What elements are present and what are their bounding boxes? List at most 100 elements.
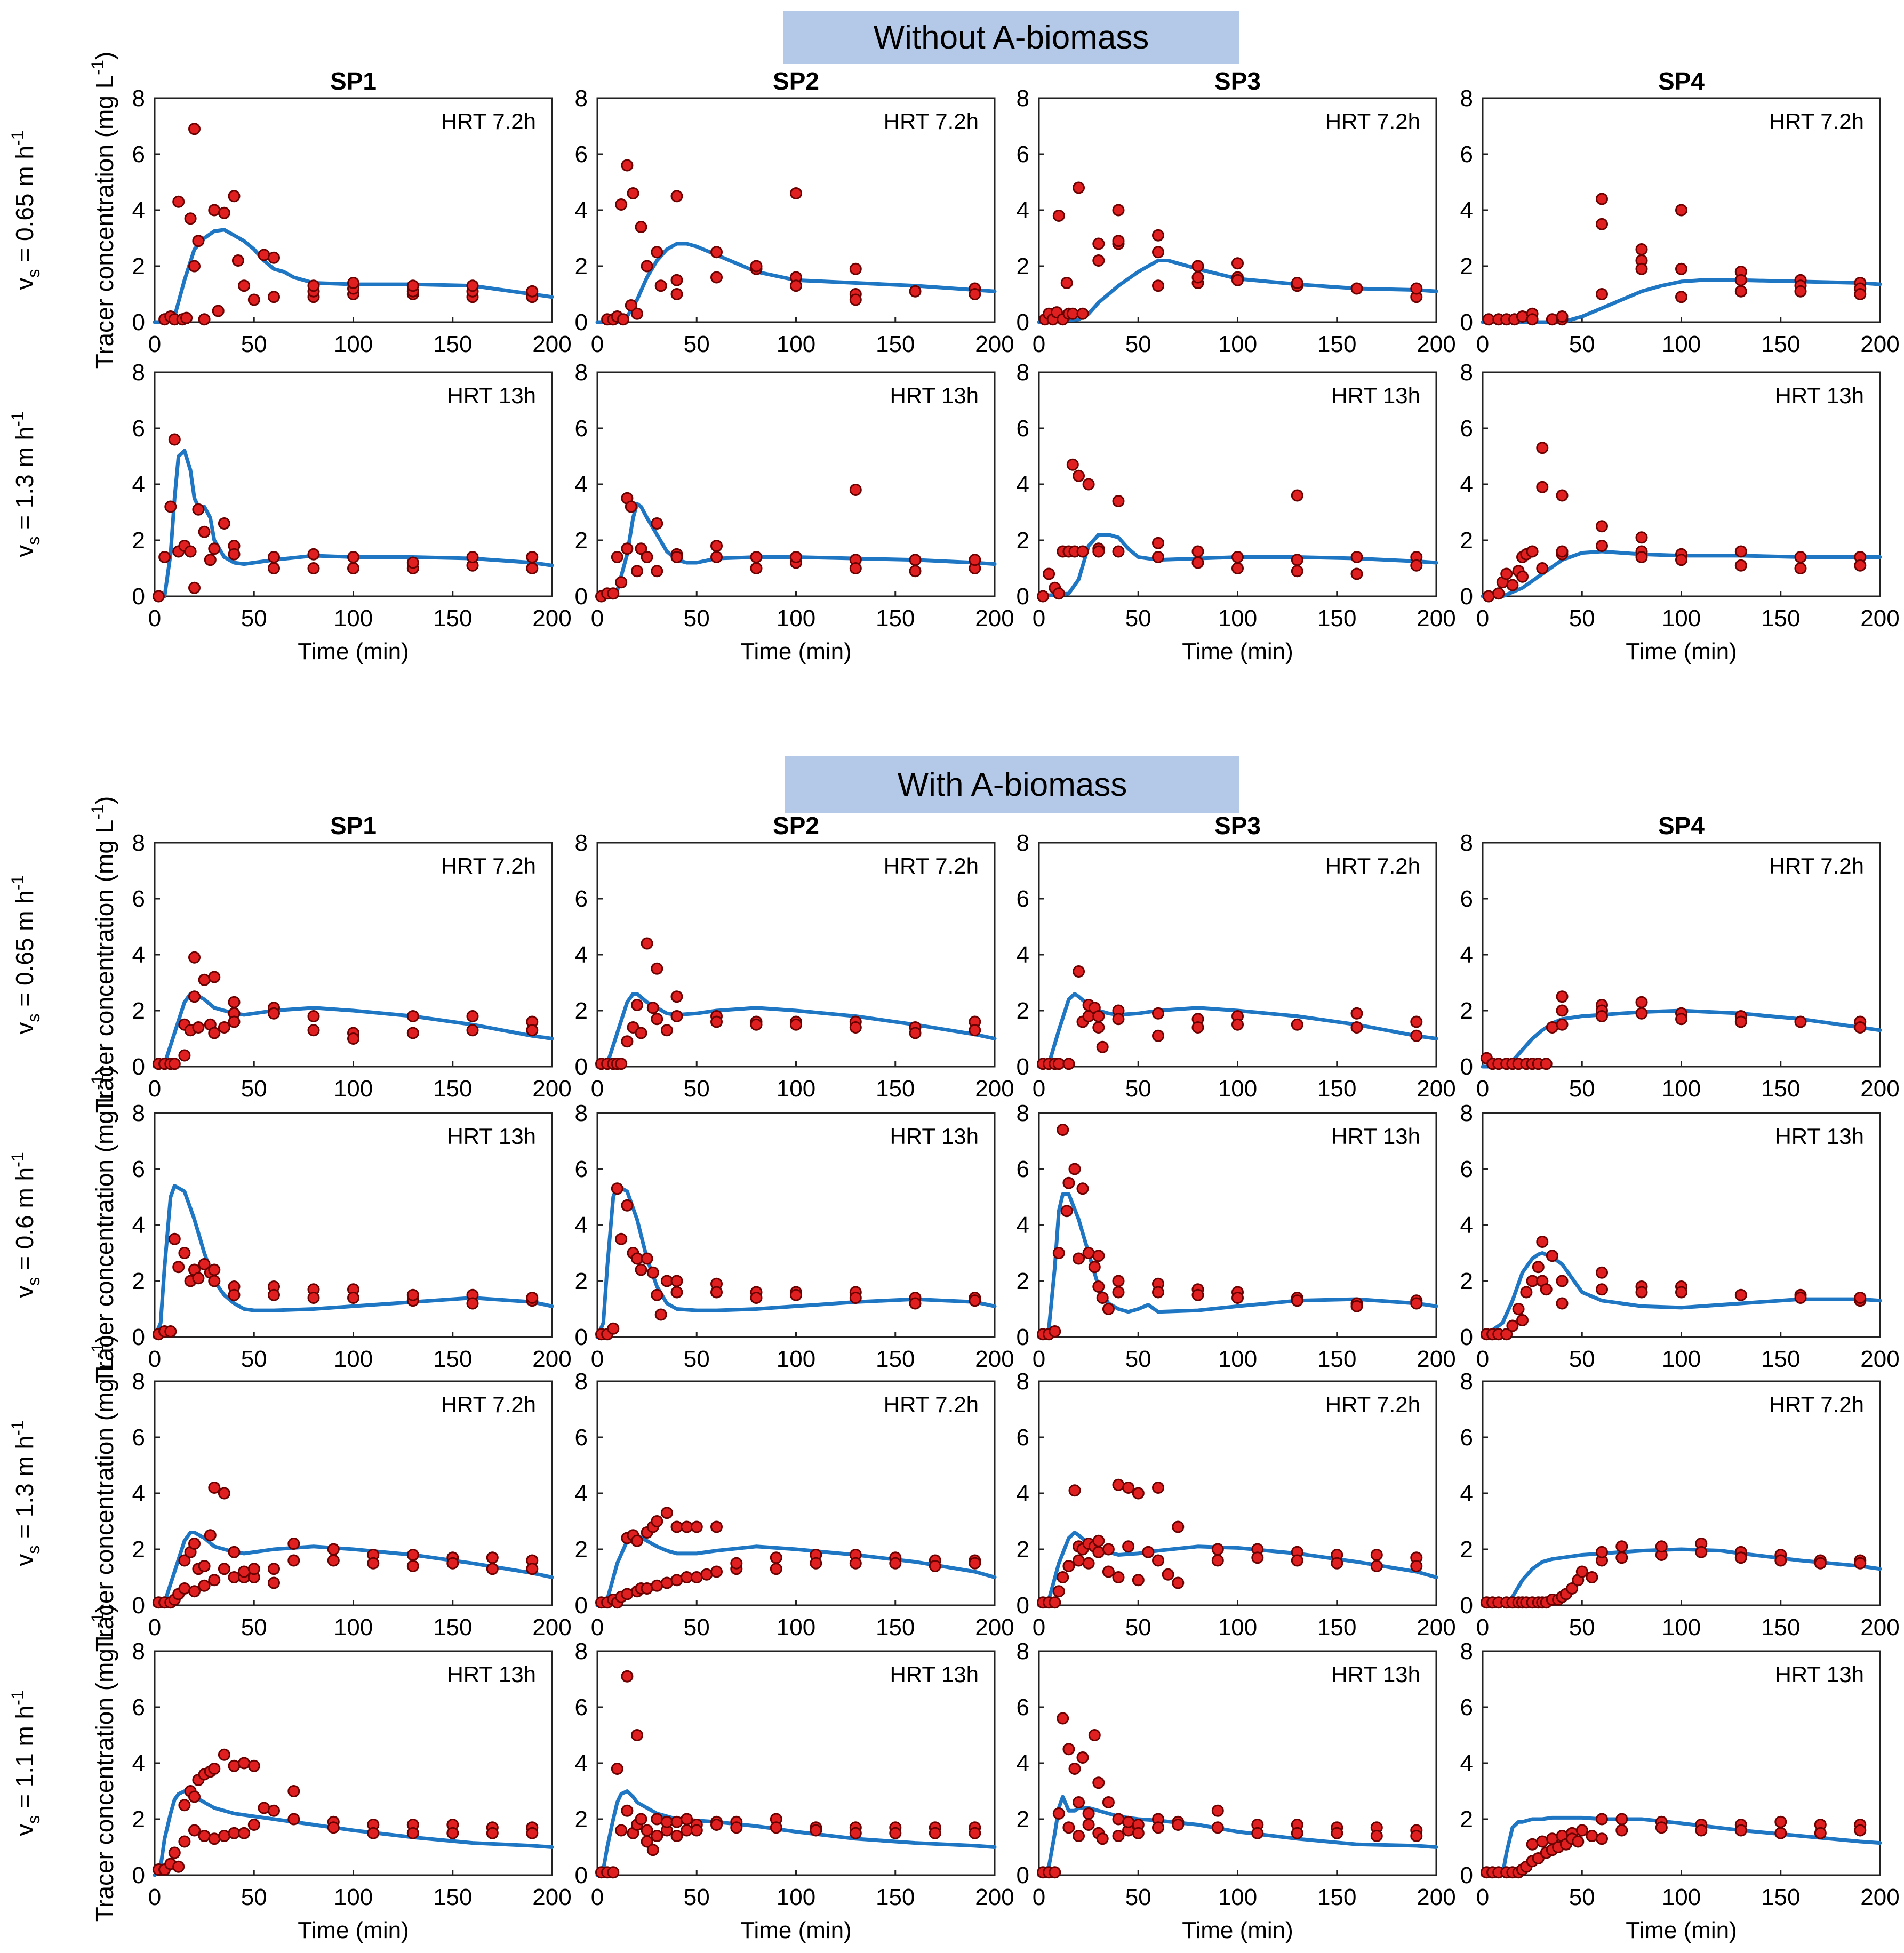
panel-r4-c0-data-point [446,1557,459,1570]
panel-r1-c0-xtick-label: 50 [241,605,267,631]
panel-r0-c0-xtick-label: 150 [433,331,472,357]
panel-r2-c2-xtick-label: 100 [1218,1076,1257,1102]
panel-r1-c3-data-point [1794,551,1807,563]
panel-r0-c0-column-title: SP1 [330,67,377,95]
panel-r5-c0-xtick-label: 150 [433,1884,472,1910]
panel-r1-c1-ytick-label: 8 [575,359,588,386]
panel-r4-c0-data-point [198,1560,211,1572]
panel-r0-c0-data-point [268,251,280,264]
panel-r4-c1-data-point [710,1565,723,1578]
panel-r4-c0-hrt-annotation: HRT 7.2h [441,1392,536,1417]
panel-r1-c3-data-point [1536,481,1549,493]
panel-r1-c3-ytick-label: 2 [1460,527,1473,554]
panel-r2-c1-data-point [635,1027,647,1039]
panel-r2-c2-xtick-label: 150 [1317,1076,1356,1102]
panel-r5-c1-data-point [607,1866,620,1879]
panel-r1-c2-data-point [1037,590,1049,603]
panel-r4-c3-xtick-label: 100 [1662,1614,1701,1640]
panel-r0-c0-data-point [228,190,241,203]
panel-r2-c0-data-point [307,1024,320,1037]
panel-r1-c0-data-point [526,551,539,563]
panel-r2-c1-data-point [670,990,683,1003]
panel-r1-c3-data-point [1516,570,1529,583]
panel-r1-c3-ytick-label: 8 [1460,359,1473,386]
panel-r2-c0-data-point [466,1010,479,1022]
panel-r2-c2-data-point [1350,1007,1363,1020]
panel-r1-c1-data-point [631,565,643,578]
panel-r1-c0-data-point [347,562,359,574]
panel-r3-c3-data-point [1854,1292,1867,1304]
panel-r1-c3-data-point [1596,540,1608,552]
panel-r4-c0-data-point [268,1576,280,1589]
panel-r2-c0-data-point [198,973,211,986]
panel-r1-c0-data-point [307,548,320,561]
panel-r0-c2-model-line [1037,259,1438,324]
panel-r0-c1-data-point [670,190,683,203]
panel-r5-c2-data-point [1122,1815,1135,1828]
panel-r0-c2-xtick-label: 200 [1417,331,1455,357]
panel-r3-c2-xtick-label: 100 [1218,1346,1257,1372]
panel-r4-c2-data-point [1211,1543,1224,1556]
panel-r0-c2-data-point [1066,307,1079,320]
panel-r1-c3-data-point [1635,531,1648,544]
panel-r3-c2-data-point [1410,1297,1423,1310]
row-5-vs-label: vs = 1.1 m h-1 [8,1690,43,1836]
panel-r2-c0-data-point [188,990,201,1003]
panel-r5-c0-data-point [258,1802,270,1814]
panel-r2-c1-xtick-label: 150 [876,1076,915,1102]
panel-r4-c1-data-point [929,1560,941,1572]
panel-r4-c1-data-point [690,1571,703,1583]
panel-r0-c2-data-point [1410,282,1423,295]
panel-r1-c2-xtick-label: 100 [1218,605,1257,631]
panel-r4-c0-xtick-label: 150 [433,1614,472,1640]
panel-r3-c2-data-point [1052,1247,1065,1259]
panel-r3-c2-data-point [1096,1292,1109,1304]
panel-r4-c1-data-point [681,1571,693,1583]
panel-r4-c3-model-line [1481,1547,1882,1607]
panel-r5-c2-data-point [1291,1827,1303,1839]
panel-r4-c0-data-point [486,1563,499,1575]
panel-r0-c0-data-point [172,195,185,208]
panel-r2-c0-data-point [307,1010,320,1022]
panel-r0-c0-data-point [347,277,359,289]
panel-r4-c0-data-point [367,1557,380,1570]
panel-r1-c2-xtick-label: 200 [1417,605,1455,631]
panel-r4-c0-data-point [287,1554,300,1567]
panel-r4-c1-xtick-label: 50 [684,1614,710,1640]
panel-r3-c2-xtick-label: 0 [1033,1346,1045,1372]
panel-r3-c0-ytick-label: 4 [132,1212,145,1238]
panel-r0-c3-model-line [1481,278,1882,324]
panel-r4-c2-xtick-label: 50 [1125,1614,1151,1640]
panel-r1-c2-xtick-label: 0 [1033,605,1045,631]
panel-r0-c2-data-point [1191,271,1204,284]
panel-r5-c2-model-line [1037,1795,1438,1877]
panel-r2-c1-data-point [660,1024,673,1037]
panel-r0-c0-data-point [192,235,205,247]
panel-r4-c3-frame [1482,1380,1881,1606]
panel-r5-c0-ytick-label: 6 [132,1694,145,1720]
panel-r0-c3-ytick-label: 0 [1460,309,1473,335]
panel-r3-c1-ytick-label: 8 [575,1100,588,1126]
panel-r2-c3-xtick-label: 100 [1662,1076,1701,1102]
panel-r3-c0-ytick-label: 0 [132,1324,145,1350]
panel-r4-c0-xtick-label: 100 [334,1614,373,1640]
panel-r1-c1-data-point [790,551,802,563]
panel-r2-c2-xtick-label: 200 [1417,1076,1455,1102]
panel-r2-c1-data-point [849,1021,862,1034]
panel-r3-c2-ytick-label: 2 [1017,1268,1029,1294]
panel-r0-c1-data-point [641,260,653,273]
panel-r5-c1-data-point [660,1815,673,1828]
panel-r0-c0-xtick-label: 0 [148,331,161,357]
panel-r3-c2-ytick-label: 8 [1017,1100,1029,1126]
panel-r4-c1-frame [596,1380,996,1606]
panel-r0-c0-data-point [526,285,539,298]
panel-r1-c2-ytick-label: 2 [1017,527,1029,554]
panel-r1-c1-data-point [750,562,763,574]
panel-r4-c3-ytick-label: 0 [1460,1592,1473,1619]
panel-r3-c1-data-point [607,1322,620,1335]
panel-r2-c3-model-line [1481,1008,1882,1069]
panel-r4-c1-data-point [849,1557,862,1570]
panel-r5-c1-data-point [651,1830,663,1842]
panel-r1-c2-data-point [1073,469,1085,482]
panel-r2-c2-data-point [1410,1015,1423,1028]
